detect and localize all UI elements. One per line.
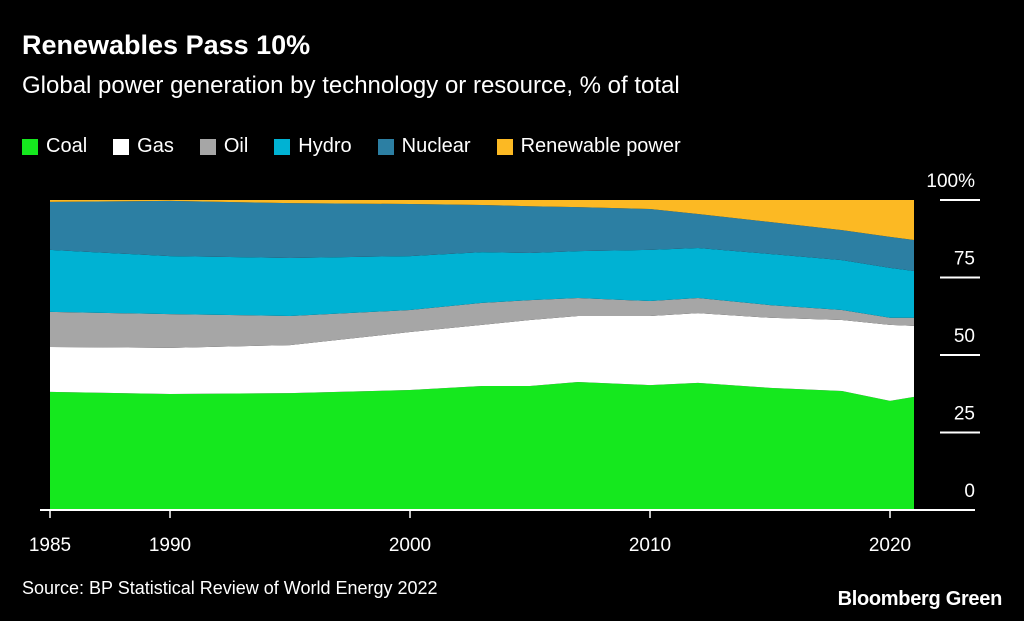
y-tick-label: 100% — [926, 171, 975, 192]
y-tick-label: 0 — [964, 481, 975, 502]
legend-item-oil: Oil — [199, 135, 249, 158]
brand-logo: Bloomberg Green — [837, 588, 1003, 610]
legend-swatch — [274, 138, 291, 155]
x-tick-label: 1990 — [149, 535, 191, 556]
area-gas — [50, 313, 914, 401]
area-nuclear — [50, 200, 914, 271]
legend-item-gas: Gas — [113, 135, 174, 158]
y-tick-label: 25 — [954, 404, 975, 425]
area-coal — [50, 381, 914, 510]
x-tick-label: 2010 — [629, 535, 671, 556]
area-hydro — [50, 248, 914, 318]
legend-swatch — [496, 138, 513, 155]
legend-label: Hydro — [298, 135, 352, 157]
legend-swatch — [22, 138, 38, 155]
chart-subtitle: Global power generation by technology or… — [22, 72, 680, 99]
y-tick-label: 50 — [954, 326, 975, 347]
legend-item-nuclear: Nuclear — [377, 135, 471, 158]
legend-label: Oil — [223, 135, 249, 157]
legend-swatch — [113, 138, 130, 155]
legend-label: Gas — [137, 135, 174, 157]
legend-swatch — [377, 138, 394, 155]
x-tick-label: 2000 — [389, 535, 431, 556]
legend: Coal Gas Oil Hydro Nuclear Renewable pow… — [22, 135, 707, 158]
legend-swatch — [199, 138, 216, 155]
area-renewable-power — [50, 200, 914, 240]
legend-label: Nuclear — [401, 135, 471, 157]
chart-title: Renewables Pass 10% — [22, 30, 311, 60]
legend-item-renewable: Renewable power — [496, 135, 681, 158]
legend-item-hydro: Hydro — [274, 135, 352, 158]
legend-item-coal: Coal — [22, 135, 87, 158]
source-note: Source: BP Statistical Review of World E… — [22, 578, 438, 598]
x-tick-label: 1985 — [29, 535, 71, 556]
y-tick-label: 75 — [954, 249, 975, 270]
area-oil — [50, 297, 914, 348]
legend-label: Coal — [46, 135, 88, 157]
legend-label: Renewable power — [520, 135, 681, 157]
x-tick-label: 2020 — [869, 535, 911, 556]
